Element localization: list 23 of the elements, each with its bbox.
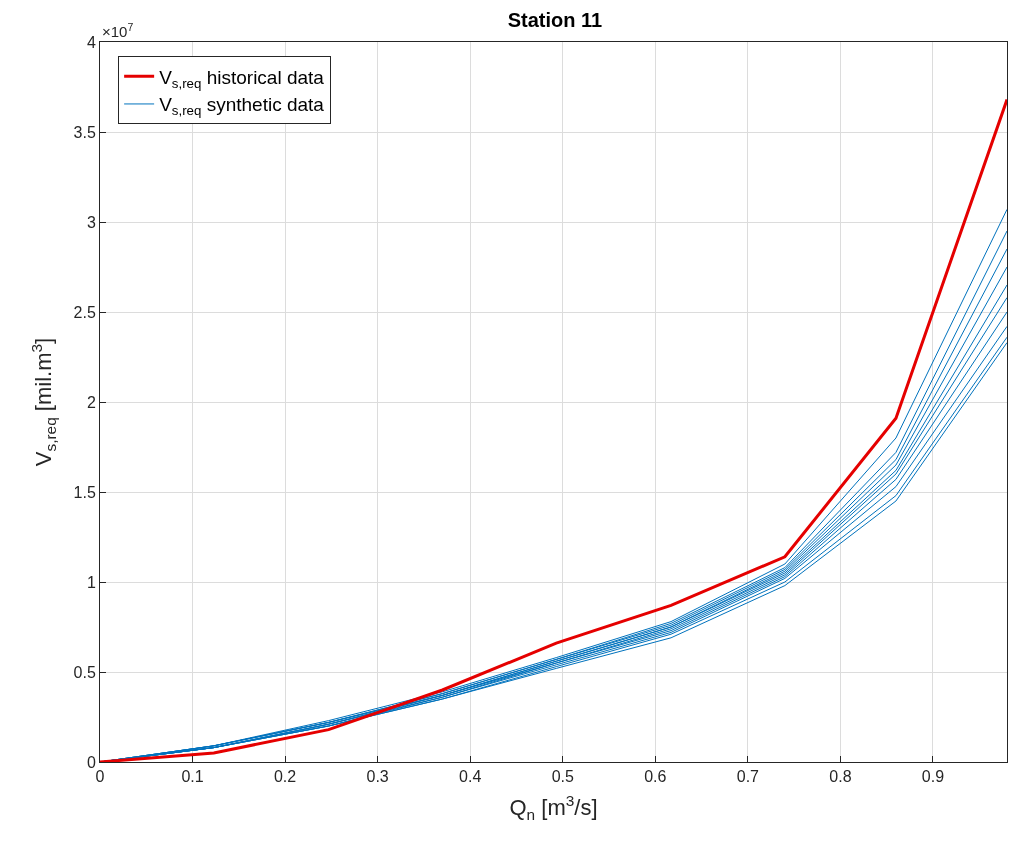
y-tick-label: 0 xyxy=(86,753,96,771)
x-tick-label: 0.8 xyxy=(829,768,852,786)
y-tick-label: 1 xyxy=(86,573,96,591)
x-tick-label: 0.5 xyxy=(551,768,574,786)
x-axis-title: Q$_{n}$ [m$^{3}$/s] xyxy=(509,791,598,823)
chart-title: Station 11 xyxy=(507,8,603,31)
x-tick-label: 0.4 xyxy=(459,768,482,786)
legend-label: V$_{s,req}$ historical data xyxy=(159,66,325,91)
x-tick-label: 0.2 xyxy=(273,768,297,786)
x-tick-label: 0.3 xyxy=(366,768,389,786)
text: ×10$^{7}$ xyxy=(102,21,134,41)
legend-label: V$_{s,req}$ synthetic data xyxy=(159,94,325,119)
x-tick-label: 0.6 xyxy=(644,768,667,786)
x-tick-label: 0.7 xyxy=(736,768,760,786)
y-tick-label: 0.5 xyxy=(73,663,96,681)
y-tick-label: 4 xyxy=(86,33,96,51)
y-tick-label: 1.5 xyxy=(73,483,96,501)
x-tick-label: 0.9 xyxy=(921,768,945,786)
y-tick-label: 2.5 xyxy=(73,303,96,321)
x-tick-label: 0.1 xyxy=(181,768,204,786)
y-tick-label: 2 xyxy=(86,393,96,411)
y-tick-label: 3.5 xyxy=(73,123,96,141)
y-tick-label: 3 xyxy=(86,213,96,231)
